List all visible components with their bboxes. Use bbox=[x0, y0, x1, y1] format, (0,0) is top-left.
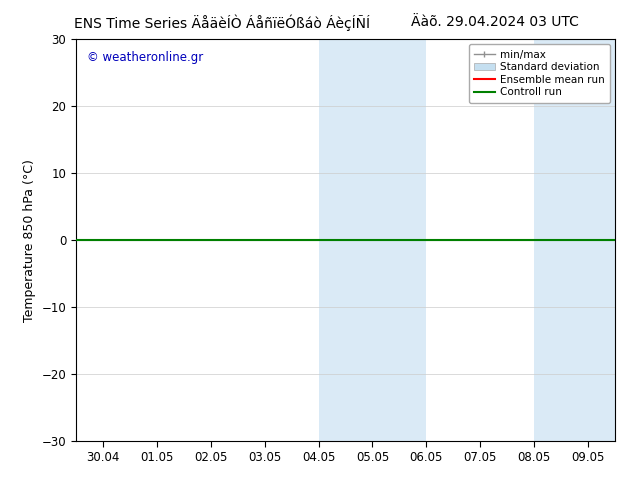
Text: Äàõ. 29.04.2024 03 UTC: Äàõ. 29.04.2024 03 UTC bbox=[411, 15, 578, 29]
Bar bbox=[319, 39, 426, 441]
Text: ENS Time Series ÄåäèÍÒ ÁåñïëÓßáò ÁèçÍÑÍ: ENS Time Series ÄåäèÍÒ ÁåñïëÓßáò ÁèçÍÑÍ bbox=[74, 15, 370, 31]
Legend: min/max, Standard deviation, Ensemble mean run, Controll run: min/max, Standard deviation, Ensemble me… bbox=[469, 45, 610, 102]
Text: © weatheronline.gr: © weatheronline.gr bbox=[87, 51, 203, 64]
Y-axis label: Temperature 850 hPa (°C): Temperature 850 hPa (°C) bbox=[23, 159, 36, 321]
Bar bbox=[534, 39, 634, 441]
